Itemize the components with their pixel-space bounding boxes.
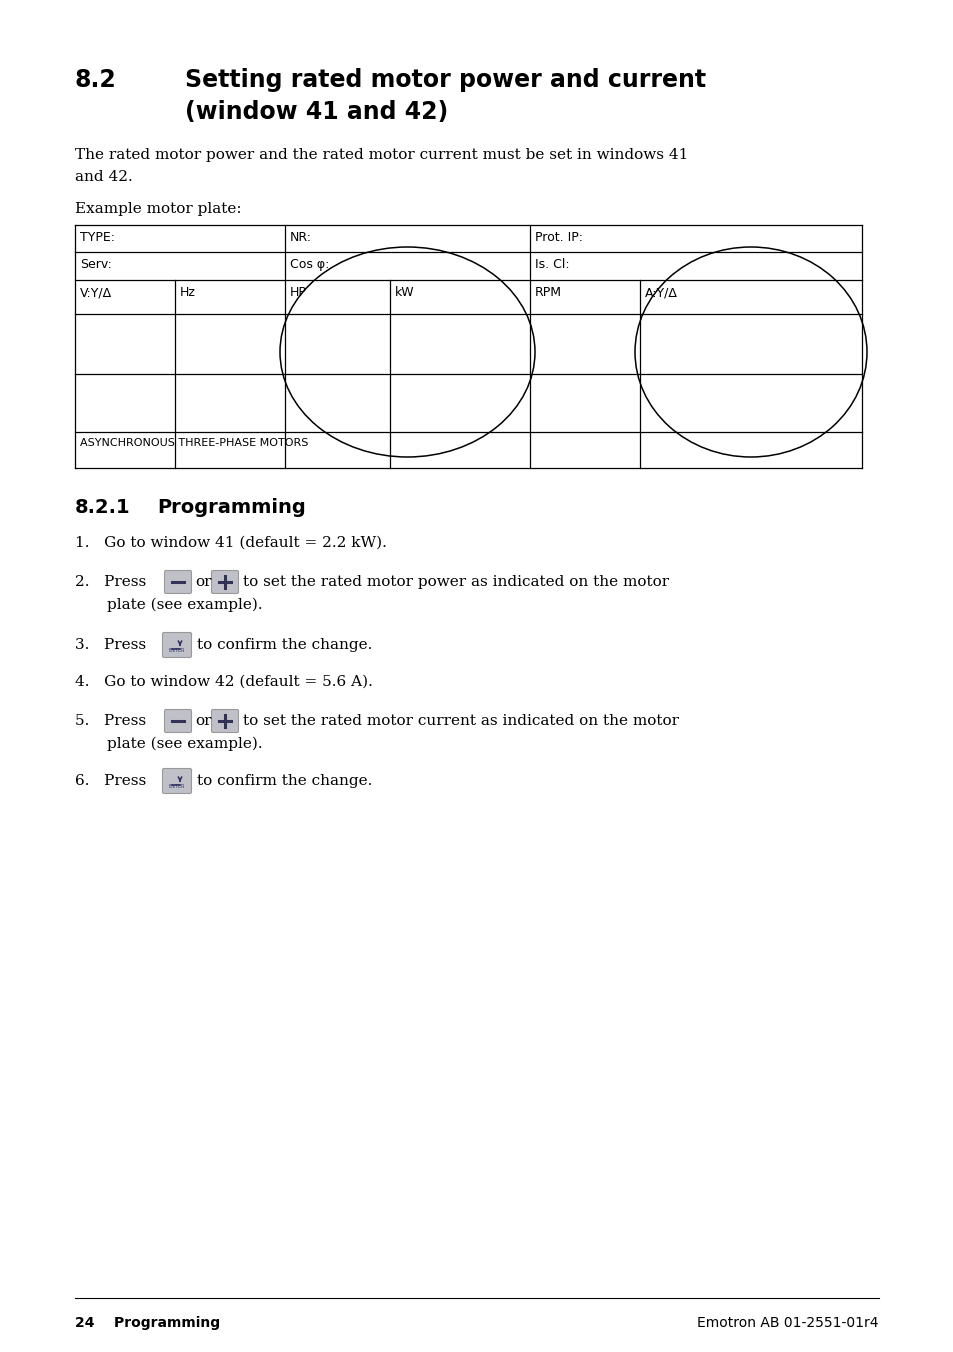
Text: HP: HP	[290, 287, 307, 299]
Text: V:Y/Δ: V:Y/Δ	[80, 287, 112, 299]
FancyBboxPatch shape	[164, 571, 192, 594]
Text: Serv:: Serv:	[80, 258, 112, 270]
Text: and 42.: and 42.	[75, 170, 132, 184]
Text: to confirm the change.: to confirm the change.	[196, 773, 372, 788]
Text: 6.   Press: 6. Press	[75, 773, 146, 788]
Text: 8.2: 8.2	[75, 68, 116, 92]
Text: kW: kW	[395, 287, 415, 299]
Text: Programming: Programming	[157, 498, 305, 516]
Text: ENTER: ENTER	[169, 648, 185, 653]
Text: plate (see example).: plate (see example).	[107, 737, 262, 752]
FancyBboxPatch shape	[212, 571, 238, 594]
Text: Example motor plate:: Example motor plate:	[75, 201, 241, 216]
Text: to confirm the change.: to confirm the change.	[196, 638, 372, 652]
FancyBboxPatch shape	[212, 710, 238, 733]
Text: Emotron AB 01-2551-01r4: Emotron AB 01-2551-01r4	[697, 1315, 878, 1330]
Text: (window 41 and 42): (window 41 and 42)	[185, 100, 448, 124]
FancyBboxPatch shape	[164, 710, 192, 733]
FancyBboxPatch shape	[162, 633, 192, 657]
Text: NR:: NR:	[290, 231, 312, 243]
Text: ASYNCHRONOUS THREE-PHASE MOTORS: ASYNCHRONOUS THREE-PHASE MOTORS	[80, 438, 308, 448]
Text: TYPE:: TYPE:	[80, 231, 115, 243]
Text: or: or	[194, 714, 212, 727]
Text: Hz: Hz	[180, 287, 195, 299]
Text: 8.2.1: 8.2.1	[75, 498, 131, 516]
Text: to set the rated motor power as indicated on the motor: to set the rated motor power as indicate…	[243, 575, 668, 589]
Text: 1.   Go to window 41 (default = 2.2 kW).: 1. Go to window 41 (default = 2.2 kW).	[75, 535, 387, 550]
Text: The rated motor power and the rated motor current must be set in windows 41: The rated motor power and the rated moto…	[75, 147, 688, 162]
Text: Setting rated motor power and current: Setting rated motor power and current	[185, 68, 705, 92]
FancyBboxPatch shape	[162, 768, 192, 794]
Text: or: or	[194, 575, 212, 589]
Text: ENTER: ENTER	[169, 784, 185, 790]
Text: 2.   Press: 2. Press	[75, 575, 146, 589]
Text: 5.   Press: 5. Press	[75, 714, 146, 727]
Text: Cos φ:: Cos φ:	[290, 258, 329, 270]
Text: RPM: RPM	[535, 287, 561, 299]
Text: 24    Programming: 24 Programming	[75, 1315, 220, 1330]
Text: 4.   Go to window 42 (default = 5.6 A).: 4. Go to window 42 (default = 5.6 A).	[75, 675, 373, 690]
Text: Prot. IP:: Prot. IP:	[535, 231, 582, 243]
Text: Is. Cl:: Is. Cl:	[535, 258, 569, 270]
Text: 3.   Press: 3. Press	[75, 638, 146, 652]
Text: A:Y/Δ: A:Y/Δ	[644, 287, 678, 299]
Text: plate (see example).: plate (see example).	[107, 598, 262, 612]
Text: to set the rated motor current as indicated on the motor: to set the rated motor current as indica…	[243, 714, 679, 727]
